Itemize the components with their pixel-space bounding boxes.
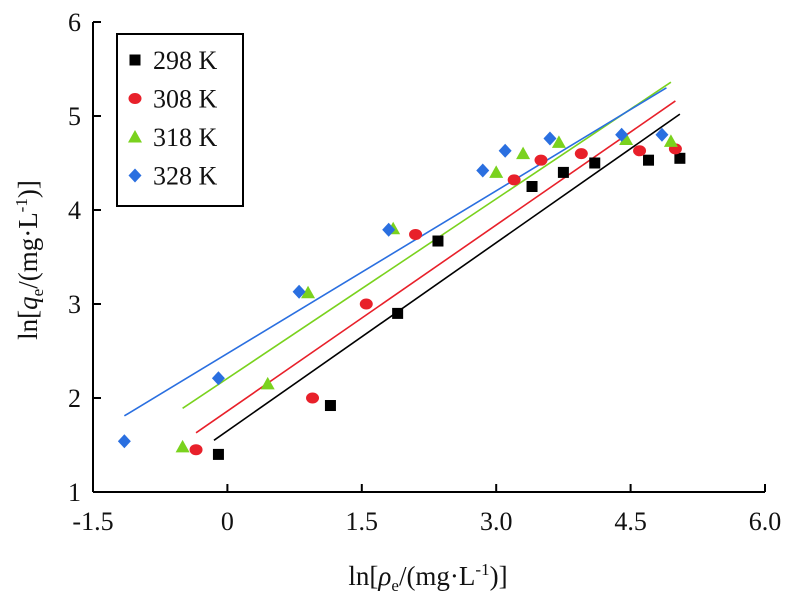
data-point-298k — [432, 235, 444, 247]
data-point-318k — [489, 165, 504, 178]
data-point-318k — [260, 376, 275, 390]
x-tick-label: 1.5 — [346, 507, 379, 536]
data-point-318k — [301, 285, 316, 299]
data-point-318k — [551, 135, 566, 148]
data-point-308k — [534, 154, 548, 166]
y-tick-label: 6 — [68, 8, 81, 37]
legend-label: 328 K — [153, 162, 218, 191]
data-point-298k — [392, 307, 404, 319]
data-point-328k — [382, 222, 396, 237]
x-axis-title: ln[ρe/(mg·L-1)] — [348, 560, 507, 595]
y-axis-title: ln[qe/(mg·L-1)] — [12, 180, 47, 340]
y-axis-title-superscript: -1 — [12, 198, 31, 212]
data-point-298k — [557, 166, 569, 178]
legend-marker — [128, 93, 142, 104]
x-axis-title-subscript: e — [391, 576, 399, 595]
data-point-328k — [476, 163, 490, 178]
y-tick-label: 4 — [68, 196, 81, 225]
fit-line-328k — [123, 87, 667, 417]
data-point-318k — [175, 439, 190, 453]
data-point-298k — [526, 181, 538, 192]
x-axis-title-prefix: ln[ — [348, 561, 378, 591]
data-point-328k — [498, 143, 512, 158]
fit-line-308k — [195, 100, 676, 434]
data-point-308k — [633, 145, 647, 157]
legend-label: 318 K — [153, 123, 218, 152]
data-point-308k — [574, 148, 588, 160]
data-point-298k — [674, 152, 686, 164]
data-point-328k — [615, 127, 629, 142]
y-tick-label: 3 — [68, 290, 81, 319]
y-axis-title-suffix: )] — [13, 180, 43, 198]
fit-line-298k — [213, 113, 681, 441]
legend-label: 298 K — [153, 46, 218, 75]
legend-marker — [128, 168, 142, 183]
y-axis-title-prefix: ln[ — [13, 310, 43, 340]
y-tick-label: 5 — [68, 102, 81, 131]
data-point-308k — [409, 228, 423, 240]
data-point-328k — [292, 284, 306, 299]
data-point-318k — [663, 134, 678, 147]
data-point-308k — [359, 298, 373, 310]
data-point-298k — [324, 400, 336, 412]
x-tick-label: 0 — [221, 507, 234, 536]
legend-marker — [128, 130, 142, 143]
x-axis-title-superscript: -1 — [475, 560, 489, 579]
data-point-328k — [117, 434, 131, 449]
data-point-318k — [619, 132, 634, 145]
data-point-318k — [516, 146, 531, 160]
fit-line-318k — [182, 81, 672, 410]
x-axis-title-unit: /(mg·L — [399, 561, 475, 591]
x-tick-label: -1.5 — [72, 507, 113, 536]
data-point-298k — [212, 448, 224, 460]
x-axis-title-symbol: ρ — [377, 561, 391, 591]
data-point-308k — [306, 392, 320, 404]
x-tick-label: 6.0 — [749, 507, 782, 536]
data-point-298k — [589, 157, 601, 169]
data-point-308k — [189, 444, 203, 456]
y-axis-title-subscript: e — [28, 289, 47, 297]
legend-label: 308 K — [153, 85, 218, 114]
data-point-328k — [543, 131, 557, 146]
plot-area: 1 2 3 4 5 6 -1.5 0 1.5 3.0 4.5 6.0 298 K 308 K 318 K 32… — [68, 8, 781, 536]
y-tick-label: 1 — [68, 478, 81, 507]
x-tick-label: 4.5 — [614, 507, 647, 536]
data-point-298k — [643, 154, 655, 166]
legend-marker — [129, 54, 141, 66]
y-axis-title-unit: /(mg·L — [13, 212, 43, 288]
data-point-328k — [655, 127, 669, 142]
data-point-308k — [507, 174, 521, 186]
x-axis-title-suffix: )] — [490, 561, 508, 591]
y-tick-label: 2 — [68, 384, 81, 413]
x-tick-label: 3.0 — [480, 507, 513, 536]
data-point-328k — [211, 371, 225, 386]
y-axis-title-symbol: q — [13, 296, 43, 310]
